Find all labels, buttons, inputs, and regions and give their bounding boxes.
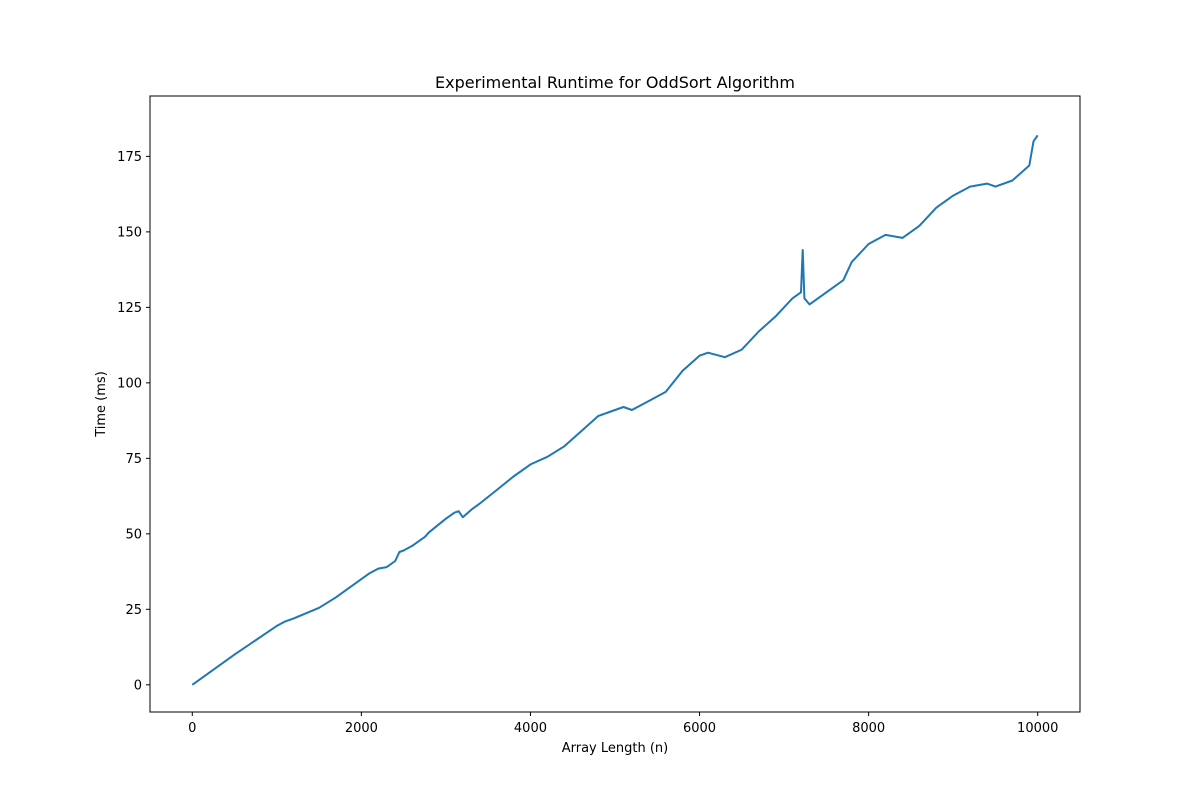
- y-axis: 0 25 50 75 100 125 150 175: [117, 150, 150, 693]
- y-tick-label: 150: [117, 225, 142, 240]
- x-tick-label: 0: [188, 721, 196, 736]
- y-axis-title: Time (ms): [94, 371, 109, 438]
- x-axis-title: Array Length (n): [562, 741, 669, 756]
- chart-title: Experimental Runtime for OddSort Algorit…: [435, 73, 795, 92]
- y-tick-label: 0: [134, 678, 142, 693]
- y-tick-label: 125: [117, 301, 142, 316]
- y-tick-label: 25: [125, 603, 142, 618]
- y-tick-label: 50: [125, 527, 142, 542]
- y-tick-label: 100: [117, 376, 142, 391]
- series-line: [191, 134, 1039, 686]
- series-layer: [191, 134, 1039, 686]
- x-tick-label: 6000: [683, 721, 716, 736]
- plot-area: [149, 95, 1081, 713]
- x-tick-label: 2000: [345, 721, 378, 736]
- y-tick-label: 75: [125, 452, 142, 467]
- x-tick-label: 4000: [514, 721, 547, 736]
- x-axis: 0 2000 4000 6000 8000 10000: [188, 712, 1058, 736]
- x-tick-label: 10000: [1017, 721, 1058, 736]
- x-tick-label: 8000: [852, 721, 885, 736]
- y-tick-label: 175: [117, 150, 142, 165]
